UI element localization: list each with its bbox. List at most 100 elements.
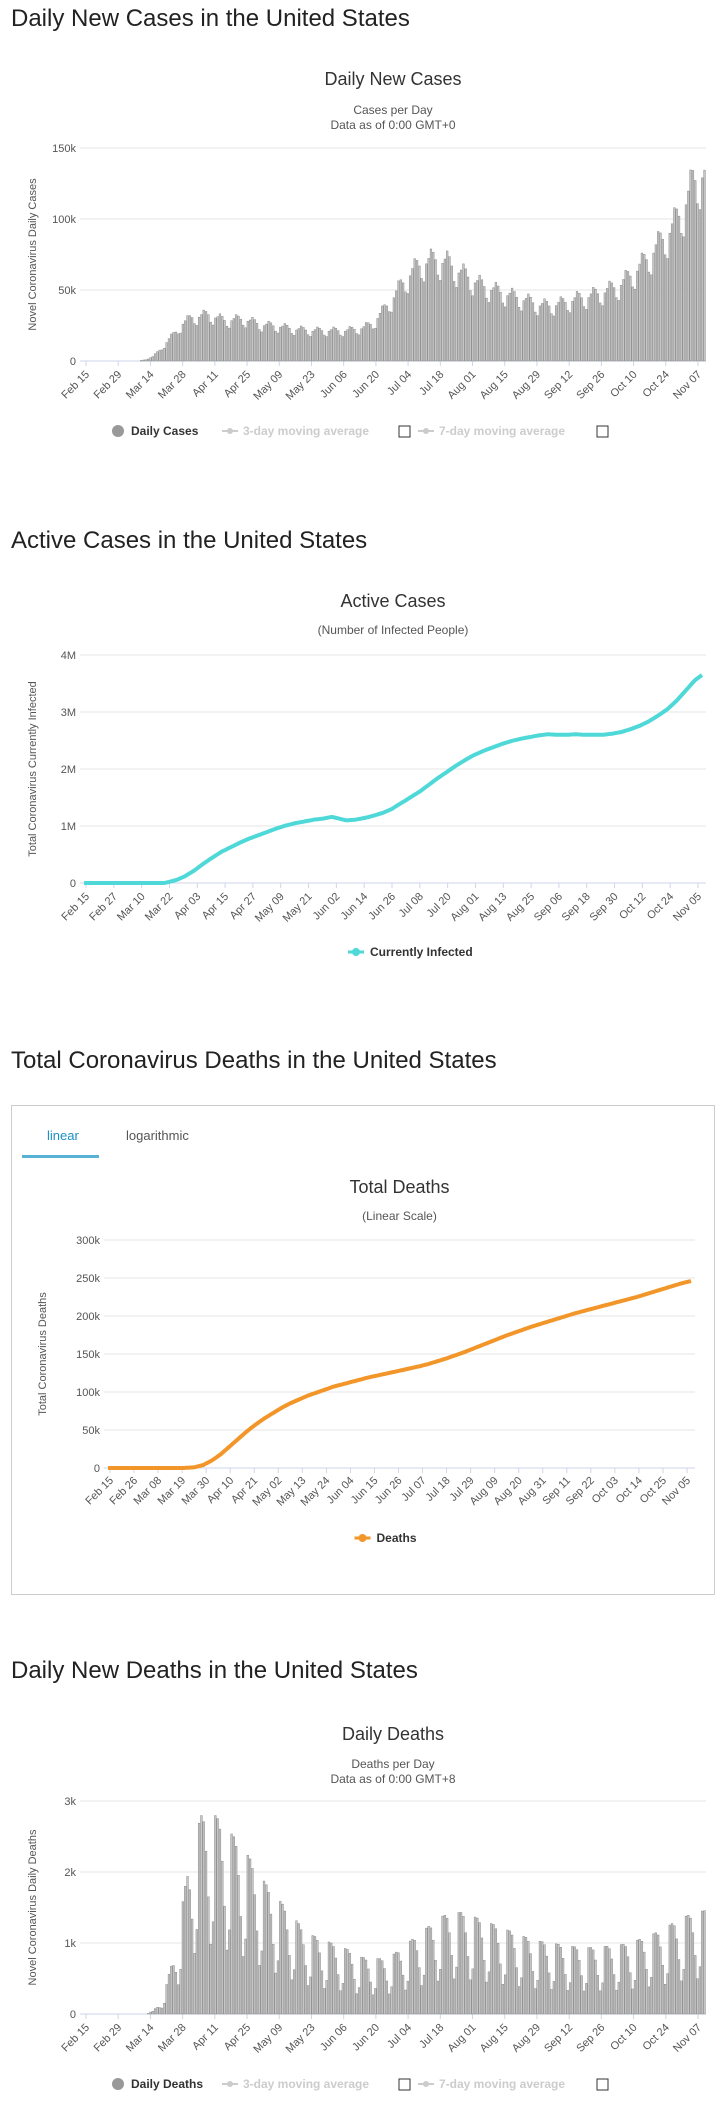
data-bar — [617, 300, 620, 362]
data-bar — [659, 232, 662, 362]
x-tick-label: Aug 15 — [478, 369, 511, 402]
x-tick-label: Sep 26 — [574, 2022, 607, 2055]
data-bar — [473, 1916, 477, 2015]
data-bar — [283, 1910, 286, 2015]
data-bar — [197, 316, 201, 362]
data-bar — [316, 326, 319, 362]
data-bar — [246, 320, 249, 362]
data-bar — [253, 319, 256, 362]
x-tick-label: Jun 26 — [373, 1475, 405, 1507]
data-bar — [357, 1987, 361, 2015]
data-bar — [258, 1965, 261, 2015]
data-bar — [376, 1958, 379, 2015]
data-bar — [367, 322, 370, 362]
data-bar — [330, 1942, 333, 2015]
data-bar — [619, 1944, 623, 2015]
data-bar — [668, 1924, 671, 2015]
data-bar — [225, 326, 229, 362]
y-axis-label: Total Coronavirus Currently Infected — [27, 681, 39, 856]
data-bar — [675, 1938, 678, 2015]
data-bar — [566, 1990, 569, 2015]
data-bar — [601, 305, 604, 362]
data-bar — [696, 203, 699, 362]
data-bar — [529, 1953, 532, 2015]
data-bar — [559, 296, 562, 362]
data-bar — [408, 1940, 412, 2015]
data-bar — [645, 1969, 648, 2015]
data-bar — [411, 1938, 414, 2015]
data-bar — [325, 1980, 328, 2015]
data-bar — [524, 1937, 528, 2015]
data-bar — [545, 1955, 548, 2015]
data-bar — [515, 1967, 518, 2015]
data-bar — [172, 1965, 175, 2015]
data-bar — [534, 1988, 537, 2015]
data-bar — [610, 1958, 613, 2015]
data-bar — [167, 1974, 171, 2015]
x-tick-label: Oct 10 — [608, 2022, 639, 2053]
data-bar — [397, 1952, 400, 2015]
data-bar — [450, 265, 453, 362]
data-bar — [691, 170, 695, 362]
data-bar — [160, 349, 164, 362]
legend-label-ma7: 7-day moving average — [439, 2077, 565, 2091]
data-bar — [279, 1901, 282, 2015]
data-bar — [573, 1946, 576, 2015]
data-bar — [529, 297, 532, 362]
data-bar — [670, 223, 674, 362]
data-bar — [151, 2010, 154, 2015]
data-bar — [235, 1846, 238, 2015]
data-bar — [262, 325, 266, 362]
data-bar — [293, 1969, 296, 2015]
total_deaths-chart: Total Deaths (Linear Scale) 0 50k 100k 150k 20… — [37, 1177, 695, 1545]
data-bar — [181, 1901, 184, 2015]
data-bar — [332, 326, 335, 362]
data-bar — [432, 1939, 435, 2015]
x-tick-label: May 21 — [281, 891, 315, 925]
data-bar — [323, 334, 326, 362]
data-bar — [466, 276, 470, 362]
data-bar — [216, 1818, 219, 2015]
data-bar — [325, 336, 328, 362]
legend-label-ma3: 3-day moving average — [243, 2077, 369, 2091]
chart-legend: Daily Deaths 3-day moving average 7-day mo… — [112, 2077, 609, 2091]
data-bar — [592, 1949, 595, 2015]
data-bar — [694, 180, 697, 362]
data-bar — [260, 331, 263, 362]
data-bar — [429, 248, 433, 362]
data-bar — [228, 327, 231, 362]
data-bar — [541, 303, 544, 362]
data-bar — [650, 1977, 653, 2015]
data-bar — [200, 1815, 203, 2015]
data-bar — [230, 320, 233, 362]
tab-linear[interactable]: linear — [47, 1128, 79, 1143]
data-bar — [652, 1933, 655, 2015]
data-bar — [659, 1946, 662, 2015]
y-tick-label: 0 — [70, 2009, 76, 2021]
active-chart: Active Cases (Number of Infected People) 0… — [27, 591, 706, 959]
data-bar — [513, 291, 516, 362]
data-bar — [267, 1892, 270, 2015]
data-bar — [459, 1912, 463, 2015]
x-tick-label: Apr 11 — [190, 2022, 221, 2053]
data-bar — [295, 329, 298, 362]
data-bar — [311, 1935, 314, 2015]
x-tick-label: Jun 06 — [318, 369, 350, 401]
x-tick-label: Feb 15 — [59, 2022, 92, 2055]
data-bar — [383, 1968, 386, 2015]
data-bar — [541, 1941, 544, 2015]
data-bar — [559, 1947, 562, 2015]
data-bar — [297, 328, 300, 362]
data-bar — [520, 310, 523, 362]
data-bar — [471, 1968, 474, 2015]
data-bar — [378, 1958, 382, 2015]
data-bar — [622, 1943, 625, 2015]
data-bar — [524, 298, 528, 362]
data-bar — [615, 1989, 618, 2015]
chart-subtitle: (Linear Scale) — [362, 1209, 437, 1223]
data-bar — [455, 1966, 458, 2015]
data-bar — [306, 334, 310, 362]
data-bar — [538, 305, 542, 362]
tab-logarithmic[interactable]: logarithmic — [126, 1128, 189, 1143]
x-tick-label: Feb 15 — [59, 369, 92, 402]
